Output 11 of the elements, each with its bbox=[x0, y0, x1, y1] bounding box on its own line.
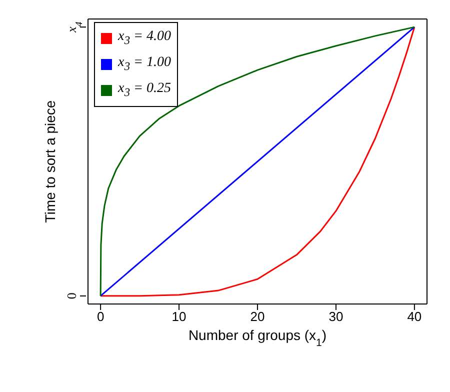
text: 0 bbox=[64, 292, 79, 300]
x-axis-title: Number of groups (x$_{1}$) bbox=[188, 327, 327, 349]
x-tick-label: 20 bbox=[250, 309, 265, 324]
legend-label: x$_{3}$ = 0.25 bbox=[118, 80, 171, 98]
x-tick-label: 30 bbox=[328, 309, 344, 324]
x-tick-label: 40 bbox=[407, 309, 422, 324]
legend-label: x$_{3}$ = 4.00 bbox=[118, 29, 171, 47]
legend-label: x$_{3}$ = 1.00 bbox=[118, 54, 171, 73]
x-tick-label: 0 bbox=[96, 309, 104, 324]
y-axis-title: Time to sort a piece bbox=[42, 100, 58, 223]
x-tick-label: 10 bbox=[172, 309, 186, 324]
